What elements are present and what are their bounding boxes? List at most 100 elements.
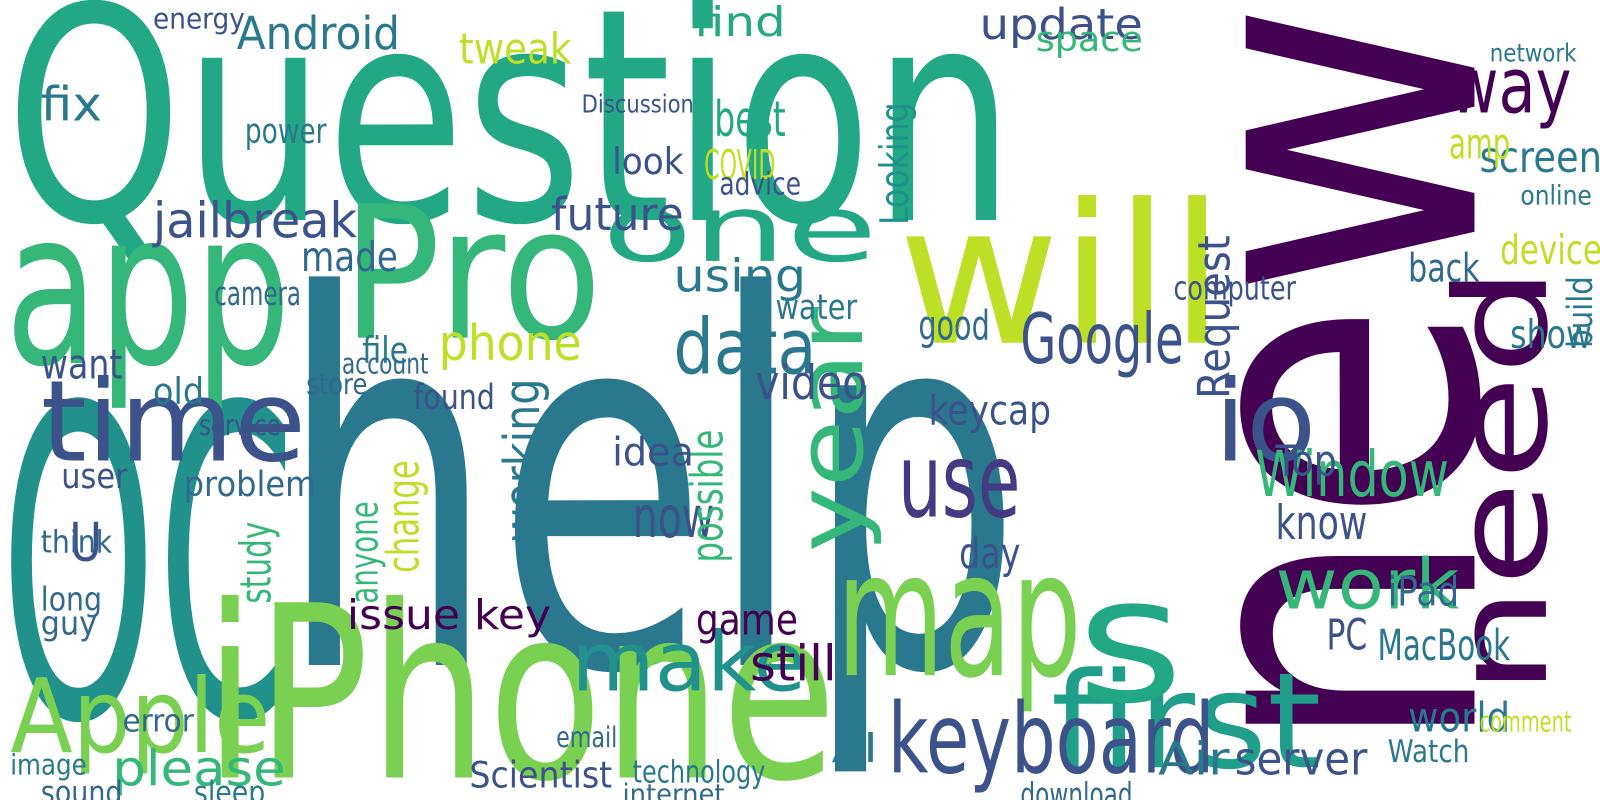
word: guy [41,604,97,642]
word: possible [680,430,733,563]
word: world [1408,693,1510,741]
word: jailbreak [152,191,358,249]
word: idea [612,430,694,475]
word: service [199,408,281,442]
word: good [918,302,989,350]
word: Top [1275,437,1337,487]
word: help [278,191,1023,786]
word: internet [622,779,724,800]
word: update [980,0,1143,50]
word: sleep [194,776,265,800]
word: Scientist [469,754,612,797]
word: day [959,529,1020,579]
word: io [1214,356,1316,487]
word: first [1051,645,1321,799]
word: s [1077,540,1184,742]
word: OC [0,319,296,800]
word: tweak [459,24,571,74]
word: computer [1173,270,1296,308]
word: Looking [873,102,918,225]
word: working [493,379,551,543]
word: year [777,307,884,553]
word: Android [237,7,400,60]
word: fix [41,78,102,133]
word: download [1020,776,1132,800]
word: U [69,512,102,574]
word: find [694,0,786,46]
word: energy [153,2,245,36]
word: problem [184,465,317,505]
word: Pro [342,167,602,381]
word: camera [214,275,301,313]
word: user [61,457,128,497]
word: long [41,581,102,619]
word: store [306,367,367,401]
word: future [551,188,684,241]
word: use [898,422,1020,541]
word: Discussion [582,90,694,119]
word: iPad [1388,568,1459,616]
word: now [633,485,715,551]
word: want [41,340,123,388]
word: MacBook [1378,621,1511,671]
word: old [153,370,204,413]
word: power [245,112,327,152]
word: COVID [704,141,775,189]
word: file [362,329,408,372]
word: still [750,634,837,692]
word: one [602,176,878,283]
word: phone [439,314,582,372]
word: error [122,704,194,739]
word: make [571,615,806,710]
word: comment [1480,704,1572,738]
word: work [1276,546,1461,626]
word: screen [1480,133,1600,183]
word: Google [1020,300,1183,380]
word: water [776,288,858,328]
word: sound [41,776,123,800]
word: will [898,162,1225,388]
word: know [1276,496,1368,551]
word: using [673,250,806,303]
word: technology [633,756,766,791]
word: amp [1449,120,1510,170]
word: network [1490,38,1577,67]
word: app [5,164,291,414]
word: time [41,356,306,487]
word: email [556,720,617,754]
word: anyone [343,501,388,603]
word: Air [1158,732,1230,785]
word: iPhone [204,554,837,800]
word: Request [1188,235,1241,399]
word: think [41,525,113,560]
word: Watch [1388,735,1470,770]
word: Question [5,0,1015,290]
word: data [673,303,816,392]
word: back [1408,246,1480,291]
word: best [714,90,785,148]
word: build [1561,276,1600,348]
word: AI [832,724,878,772]
word: need [1428,266,1577,696]
word: change [376,460,429,573]
word: new [1086,0,1573,757]
word: advice [719,167,801,202]
word: made [301,233,398,281]
word: keycap [929,386,1051,434]
word: game [696,595,798,645]
word: Window [1255,437,1449,511]
word: space [1036,20,1143,60]
word: study [231,522,281,604]
word: device [1500,226,1600,274]
word: look [612,140,684,183]
word: please [112,740,285,798]
word: online [1520,181,1591,212]
word: keyboard [888,682,1215,795]
word: Apple [10,658,270,777]
word: video [755,356,867,411]
word: found [413,378,495,418]
word: image [10,747,87,781]
